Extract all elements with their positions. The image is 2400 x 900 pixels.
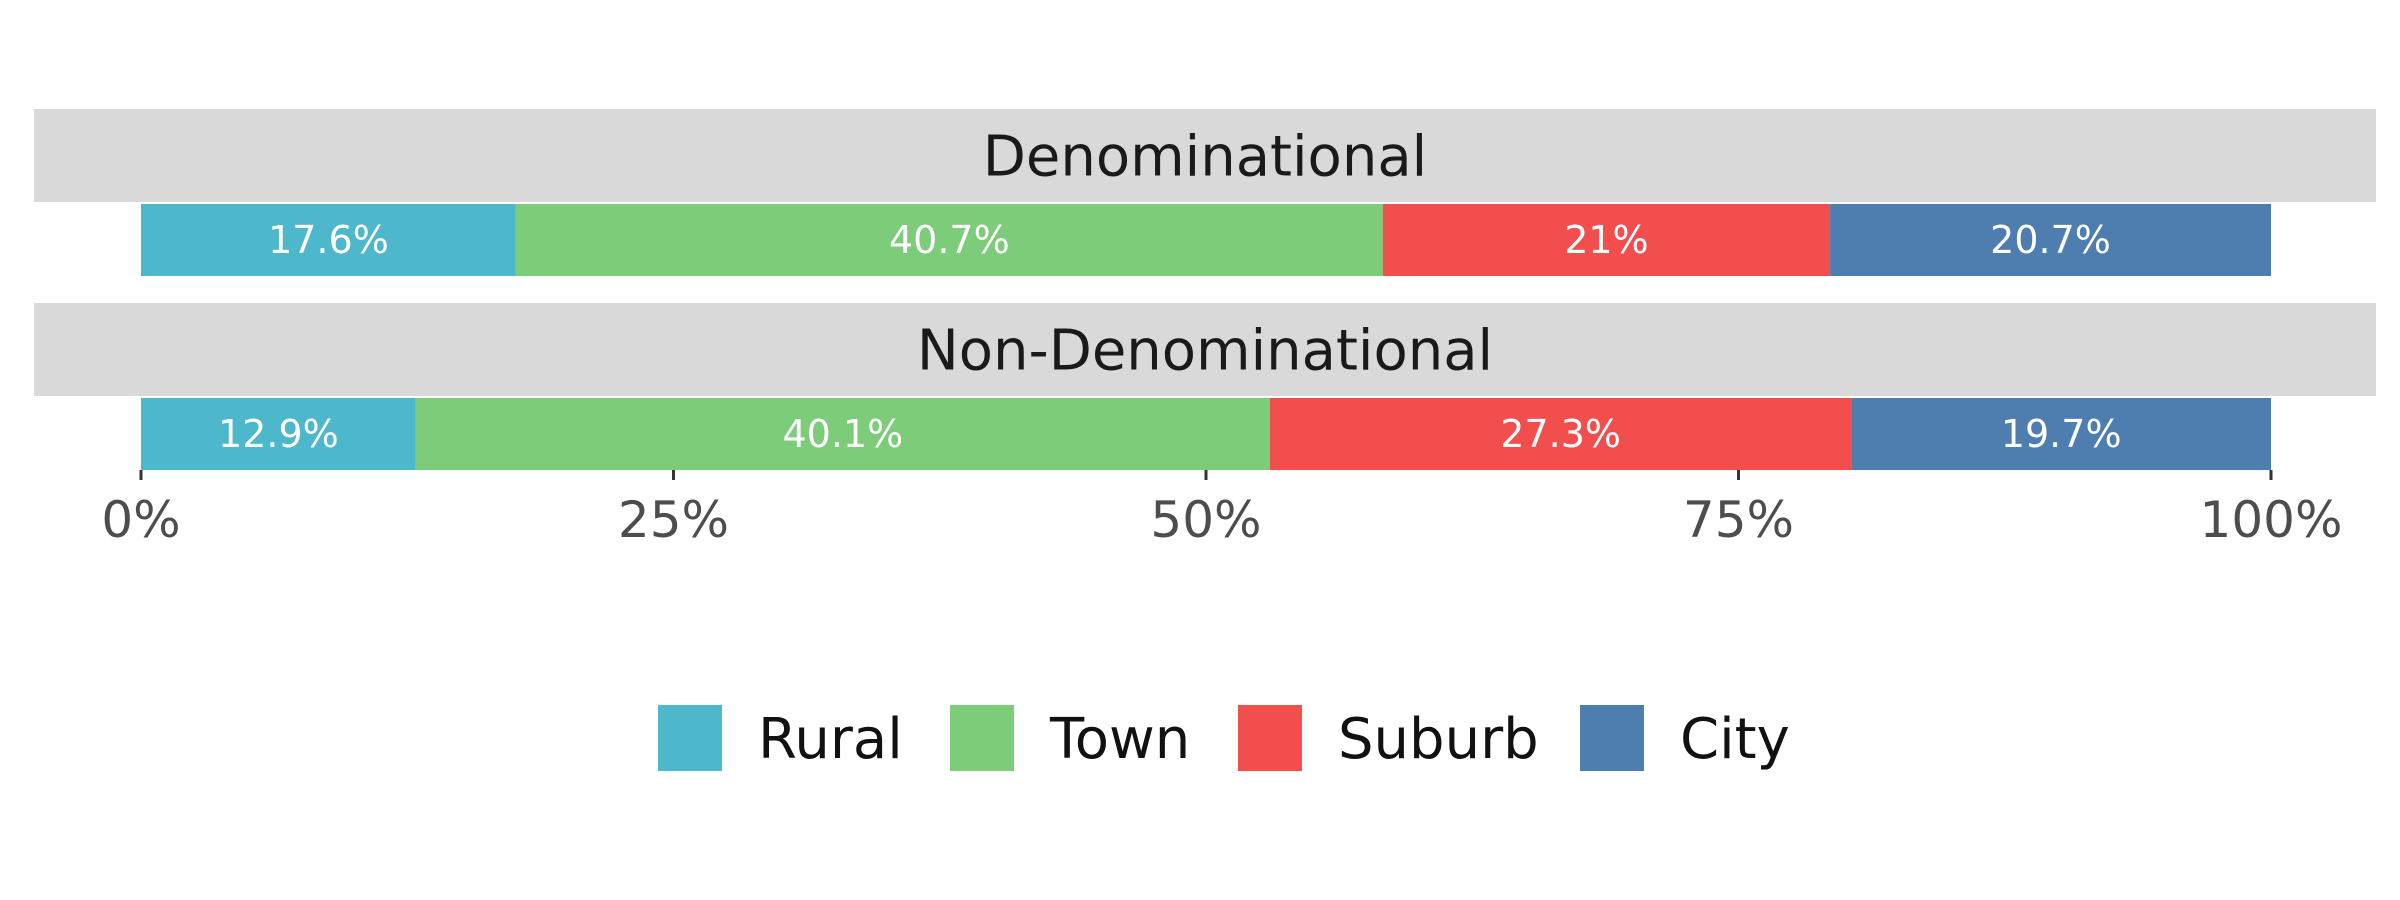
legend-key-town <box>950 705 1014 771</box>
bar-denominational-suburb <box>1382 204 1831 276</box>
data-label-denominational-suburb: 21% <box>1564 218 1648 262</box>
data-label-non-denominational-suburb: 27.3% <box>1500 412 1621 456</box>
legend-label-city: City <box>1680 707 1790 772</box>
x-tick-label-75: 75% <box>1683 491 1794 549</box>
bar-denominational-town <box>515 204 1383 276</box>
x-tick-label-0: 0% <box>101 491 180 549</box>
x-tick-label-50: 50% <box>1150 491 1261 549</box>
legend-label-suburb: Suburb <box>1338 707 1539 772</box>
bar-non-denominational-city <box>1851 398 2271 470</box>
data-label-non-denominational-city: 19.7% <box>2001 412 2122 456</box>
data-label-non-denominational-rural: 12.9% <box>218 412 339 456</box>
bar-denominational-rural <box>141 204 516 276</box>
data-label-non-denominational-town: 40.1% <box>782 412 903 456</box>
data-label-denominational-city: 20.7% <box>1990 218 2111 262</box>
x-tick-label-25: 25% <box>618 491 729 549</box>
bar-denominational-city <box>1830 204 2271 276</box>
bar-non-denominational-rural <box>141 398 416 470</box>
legend-label-town: Town <box>1049 707 1190 772</box>
facet-strip-denominational <box>34 109 2376 202</box>
facet-title-non-denominational: Non-Denominational <box>917 319 1493 384</box>
legend-key-rural <box>658 705 722 771</box>
legend-label-rural: Rural <box>758 707 903 772</box>
facet-title-denominational: Denominational <box>983 125 1427 190</box>
bar-non-denominational-suburb <box>1269 398 1852 470</box>
legend-key-suburb <box>1238 705 1302 771</box>
bar-non-denominational-town <box>415 398 1270 470</box>
legend-key-city <box>1580 705 1644 771</box>
data-label-denominational-rural: 17.6% <box>268 218 389 262</box>
x-tick-label-100: 100% <box>2200 491 2343 549</box>
facet-strip-non-denominational <box>34 303 2376 396</box>
data-label-denominational-town: 40.7% <box>889 218 1010 262</box>
